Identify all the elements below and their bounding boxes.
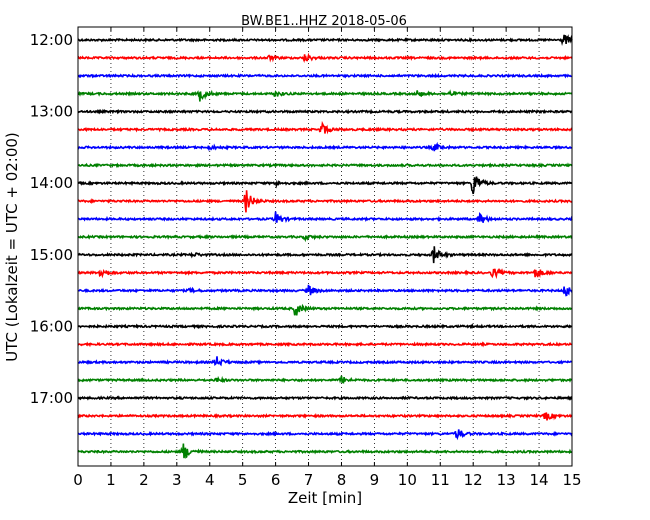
trace-1215 [77,52,573,64]
trace-1245 [77,89,573,102]
x-tick-label-13: 13 [497,471,516,489]
x-tick-label-10: 10 [398,471,417,489]
x-tick-label-0: 0 [73,471,83,489]
x-tick-label-2: 2 [139,471,149,489]
x-tick-label-4: 4 [205,471,215,489]
trace-1515 [77,268,573,280]
trace-1600 [77,323,573,330]
x-tick-label-12: 12 [464,471,483,489]
trace-1700 [77,395,573,401]
x-tick-label-9: 9 [370,471,380,489]
x-tick-label-7: 7 [304,471,314,489]
x-tick-label-14: 14 [530,471,549,489]
y-tick-label-1300: 13:00 [30,103,73,121]
chart-title: BW.BE1..HHZ 2018-05-06 [241,14,407,29]
trace-1430 [77,211,573,223]
trace-1415 [77,190,573,213]
trace-1445 [77,233,573,243]
trace-1500 [77,246,572,264]
trace-1545 [77,303,573,316]
y-axis-ticks: 12:00 13:00 14:00 15:00 16:00 17:00 [30,31,572,407]
trace-1745 [77,443,573,459]
y-tick-label-1700: 17:00 [30,389,73,407]
trace-1715 [77,412,573,421]
x-tick-label-5: 5 [238,471,248,489]
plot-frame [77,26,573,467]
x-tick-label-15: 15 [562,471,581,489]
x-axis-label: Zeit [min] [288,489,362,507]
trace-1630 [77,356,573,367]
y-tick-label-1500: 15:00 [30,246,73,264]
trace-1300 [77,108,573,115]
x-tick-label-6: 6 [271,471,281,489]
trace-1645 [77,375,573,384]
trace-1615 [77,341,573,348]
trace-1345 [77,162,573,169]
y-axis-label: UTC (Lokalzeit = UTC + 02:00) [3,132,21,362]
y-tick-label-1600: 16:00 [30,317,73,335]
trace-1330 [77,141,573,152]
trace-1400 [77,176,573,195]
y-tick-label-1400: 14:00 [30,174,73,192]
trace-1530 [77,284,573,297]
seismic-traces [77,34,573,459]
trace-1315 [77,120,573,135]
x-tick-label-3: 3 [172,471,182,489]
x-tick-label-11: 11 [431,471,450,489]
x-axis-ticks: 0 1 2 3 4 5 6 7 8 9 10 11 12 13 14 15 [73,27,582,489]
x-tick-label-8: 8 [337,471,347,489]
trace-1730 [77,429,573,441]
y-tick-label-1200: 12:00 [30,31,73,49]
trace-1200 [77,34,573,46]
trace-1230 [77,72,572,79]
x-tick-label-1: 1 [106,471,116,489]
